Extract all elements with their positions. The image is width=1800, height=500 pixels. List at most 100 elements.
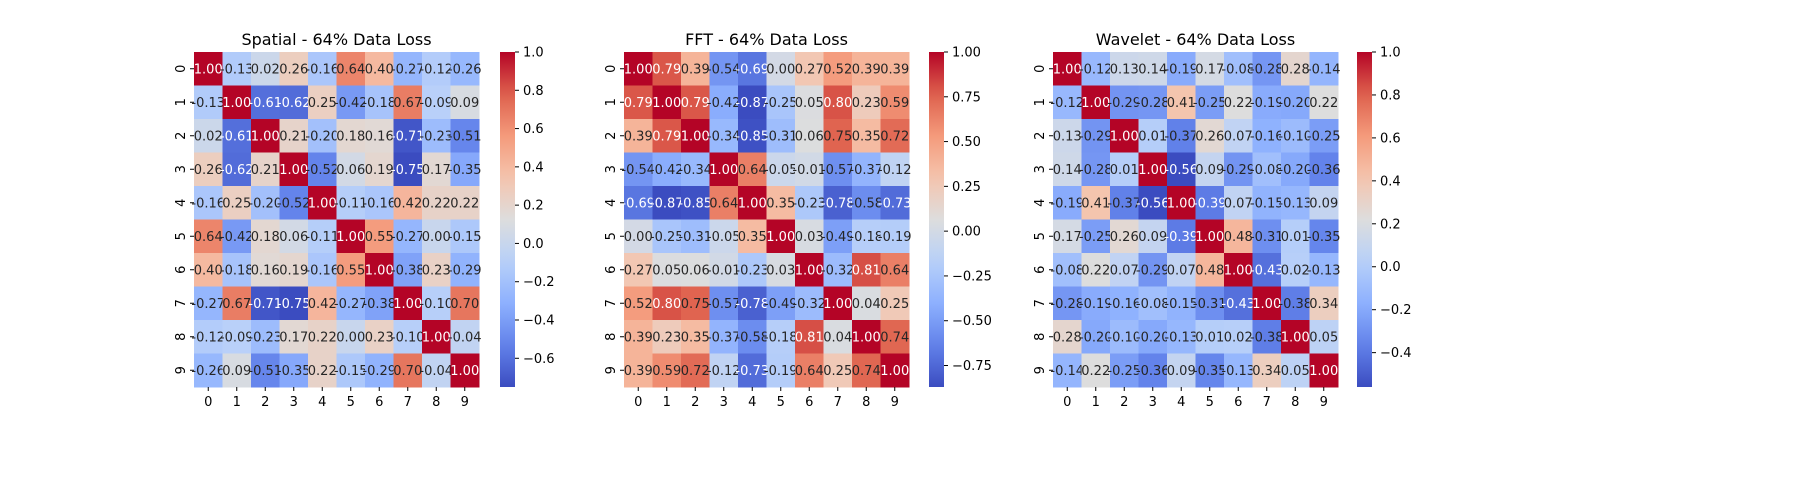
cell-value-label: -0.16 (1107, 297, 1141, 312)
heatmap-cell (336, 119, 366, 153)
heatmap-cell (738, 186, 767, 220)
cell-value-label: 0.05 (652, 263, 681, 278)
cell-value-label: 0.07 (1167, 263, 1196, 278)
heatmap-cell (709, 320, 739, 354)
heatmap-cell (1110, 186, 1139, 220)
cell-value-label: 0.22 (450, 196, 479, 211)
colorbar-tick-label: 0.6 (523, 122, 544, 137)
cell-value-label: 0.80 (652, 297, 681, 312)
cell-value-label: -0.20 (248, 196, 282, 211)
cell-value-label: 1.00 (279, 163, 308, 178)
cell-value-label: 0.81 (795, 330, 824, 345)
heatmap-cell (393, 320, 423, 354)
heatmap-cell (1309, 85, 1339, 120)
cell-value-label: 0.79 (652, 62, 681, 77)
heatmap-cell (880, 253, 910, 287)
cell-value-label: -0.29 (448, 263, 482, 278)
cell-value-label: -0.31 (764, 129, 798, 144)
cell-value-label: -0.18 (764, 330, 798, 345)
cell-value-label: -0.42 (334, 96, 368, 111)
chart-title: Wavelet - 64% Data Loss (1096, 30, 1295, 49)
heatmap-cell (652, 219, 682, 254)
cell-value-label: -0.85 (678, 196, 712, 211)
cell-value-label: -0.18 (362, 96, 396, 111)
colorbar-tick-label: 0.8 (523, 84, 544, 99)
cell-value-label: 0.72 (880, 129, 909, 144)
heatmap-cell (1167, 219, 1196, 254)
cell-value-label: -0.29 (1107, 96, 1141, 111)
y-tick-label: 8 (174, 333, 189, 341)
cell-value-label: 1.00 (393, 297, 422, 312)
x-tick-label: 6 (805, 395, 813, 410)
heatmap-cell (681, 353, 710, 388)
heatmap-cell (880, 85, 910, 120)
cell-value-label: 0.55 (336, 263, 365, 278)
cell-value-label: 0.02 (1281, 263, 1310, 278)
heatmap-cell (880, 119, 910, 153)
heatmap-cell (450, 286, 480, 321)
heatmap-cell (1138, 119, 1168, 153)
heatmap-cell (308, 286, 337, 321)
cell-value-label: 0.26 (1110, 230, 1139, 245)
cell-value-label: 0.09 (1309, 196, 1338, 211)
cell-value-label: 0.27 (795, 62, 824, 77)
cell-value-label: -0.19 (764, 364, 798, 379)
heatmap-cell (251, 219, 280, 254)
heatmap-cell (1309, 353, 1339, 388)
heatmap-cell (880, 186, 910, 220)
cell-value-label: 0.79 (652, 129, 681, 144)
cell-value-label: 1.00 (1167, 196, 1196, 211)
heatmap-cell (795, 119, 824, 153)
cell-value-label: -0.10 (419, 297, 453, 312)
cell-value-label: 0.59 (652, 364, 681, 379)
heatmap-cell (652, 152, 682, 187)
y-tick-label: 0 (1033, 65, 1048, 73)
cell-value-label: -0.14 (1307, 62, 1341, 77)
heatmap-cell (1252, 85, 1282, 120)
cell-value-label: -0.16 (305, 62, 339, 77)
heatmap-cell (681, 52, 710, 86)
x-tick-label: 7 (834, 395, 842, 410)
cell-value-label: 0.01 (1110, 163, 1139, 178)
heatmap-cell (393, 85, 423, 120)
heatmap-cell (1309, 152, 1339, 187)
heatmap-cell (652, 119, 682, 153)
heatmap-cell (1110, 219, 1139, 254)
x-tick-label: 6 (375, 395, 383, 410)
heatmap-cell (422, 85, 451, 120)
cell-value-label: -0.14 (1050, 364, 1084, 379)
heatmap-cell (365, 85, 394, 120)
cell-value-label: -0.38 (1250, 330, 1284, 345)
cell-value-label: 0.70 (393, 364, 422, 379)
cell-value-label: -0.27 (191, 297, 225, 312)
cell-value-label: -0.85 (735, 129, 769, 144)
heatmap-cell (766, 219, 796, 254)
cell-value-label: 0.22 (1081, 263, 1110, 278)
cell-value-label: -0.58 (735, 330, 769, 345)
colorbar-tick-label: −0.4 (523, 314, 555, 329)
heatmap-cell (766, 353, 796, 388)
heatmap-cell (738, 152, 767, 187)
heatmap-cell (393, 353, 423, 388)
cell-value-label: 0.34 (1309, 297, 1338, 312)
heatmap-cell (1053, 85, 1082, 120)
cell-value-label: -0.16 (362, 196, 396, 211)
heatmap-cell (738, 119, 767, 153)
heatmap-cell (1081, 85, 1111, 120)
heatmap-cell (422, 52, 451, 86)
cell-value-label: 0.23 (422, 263, 451, 278)
cell-value-label: 0.26 (279, 62, 308, 77)
heatmap-cell (852, 286, 881, 321)
heatmap-cell (852, 152, 881, 187)
cell-value-label: 0.23 (852, 96, 881, 111)
cell-value-label: 0.22 (308, 330, 337, 345)
heatmap-cell (365, 286, 394, 321)
cell-value-label: 0.39 (880, 62, 909, 77)
cell-value-label: -0.57 (821, 163, 855, 178)
cell-value-label: -0.08 (1136, 297, 1170, 312)
cell-value-label: 0.00 (766, 62, 795, 77)
x-tick-label: 7 (404, 395, 412, 410)
cell-value-label: 0.42 (308, 297, 337, 312)
cell-value-label: -0.71 (248, 297, 282, 312)
